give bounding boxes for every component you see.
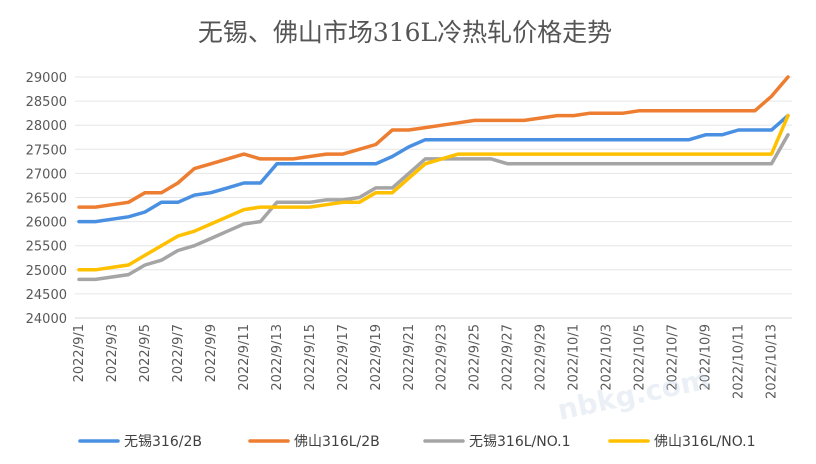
grid-lines: [75, 76, 792, 319]
x-tick-label: 2022/10/5: [633, 324, 648, 391]
x-tick-label: 2022/9/25: [468, 324, 483, 391]
y-tick-label: 28000: [26, 119, 67, 134]
x-tick-label: 2022/9/27: [501, 324, 516, 391]
x-tick-label: 2022/9/19: [369, 324, 384, 391]
x-tick-label: 2022/9/3: [105, 324, 120, 382]
x-tick-label: 2022/9/15: [303, 324, 318, 391]
x-tick-label: 2022/9/9: [204, 324, 219, 382]
x-tick-label: 2022/9/29: [534, 324, 549, 391]
x-tick-label: 2022/10/1: [567, 324, 582, 391]
x-tick-label: 2022/10/11: [732, 324, 747, 399]
legend-label-2: 无锡316L/NO.1: [469, 434, 571, 450]
x-tick-label: 2022/9/1: [72, 324, 87, 382]
x-axis-ticks: 2022/9/1 2022/9/3 2022/9/5 2022/9/7 2022/9/9…: [72, 324, 780, 399]
series-lines: [77, 75, 790, 282]
y-tick-label: 28500: [26, 95, 67, 110]
x-tick-label: 2022/10/3: [600, 324, 615, 391]
series-line-3: [77, 113, 790, 272]
legend-label-1: 佛山316L/2B: [294, 434, 380, 450]
y-tick-label: 25500: [26, 240, 67, 255]
series-line-2: [77, 133, 790, 282]
series-line-1: [77, 75, 790, 209]
x-tick-label: 2022/9/17: [336, 324, 351, 391]
y-tick-label: 24500: [26, 288, 67, 303]
legend-label-3: 佛山316L/NO.1: [654, 434, 756, 450]
y-axis-ticks: 24000 24500 25000 25500 26000 26500 27000 27500…: [26, 71, 67, 327]
y-tick-label: 27000: [26, 167, 67, 182]
y-tick-label: 26000: [26, 216, 67, 231]
y-tick-label: 27500: [26, 143, 67, 158]
y-tick-label: 26500: [26, 192, 67, 207]
x-tick-label: 2022/10/9: [699, 324, 714, 391]
y-tick-label: 29000: [26, 71, 67, 86]
y-tick-label: 25000: [26, 264, 67, 279]
legend-label-0: 无锡316/2B: [124, 434, 202, 450]
x-tick-label: 2022/9/11: [237, 324, 252, 391]
x-tick-label: 2022/9/13: [270, 324, 285, 391]
x-tick-label: 2022/9/21: [402, 324, 417, 391]
legend: 无锡316/2B 佛山316L/2B 无锡316L/NO.1 佛山316L/NO.1: [78, 434, 756, 450]
x-tick-label: 2022/9/7: [171, 324, 186, 382]
x-tick-label: 2022/10/7: [666, 324, 681, 391]
x-tick-label: 2022/9/23: [435, 324, 450, 391]
x-tick-label: 2022/10/13: [765, 324, 780, 399]
x-tick-label: 2022/9/5: [138, 324, 153, 382]
series-line-0: [77, 113, 790, 224]
y-tick-label: 24000: [26, 312, 67, 327]
chart-title: 无锡、佛山市场316L冷热轧价格走势: [198, 18, 612, 47]
